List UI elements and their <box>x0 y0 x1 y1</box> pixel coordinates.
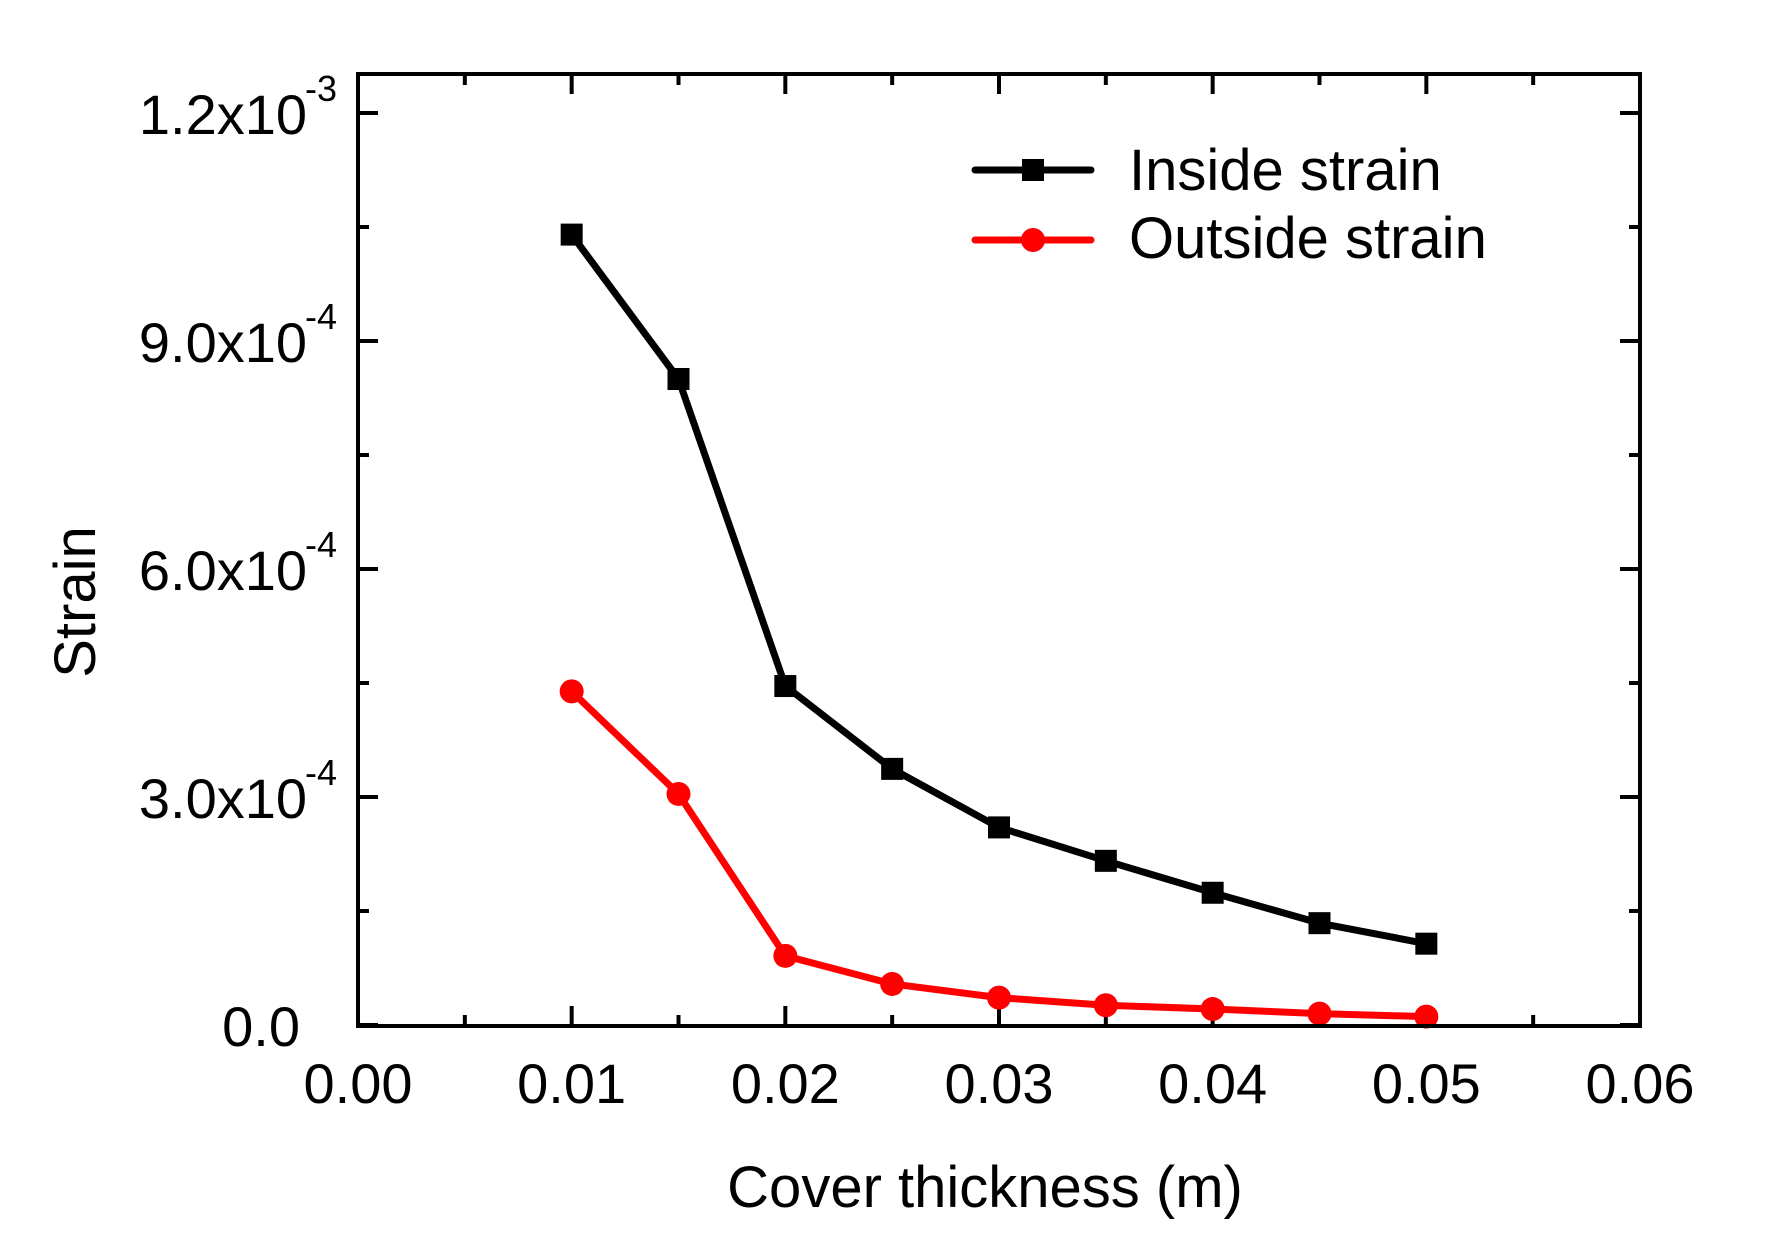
data-point-inside-strain <box>988 816 1010 839</box>
x-tick-label: 0.02 <box>731 1052 840 1115</box>
data-point-inside-strain <box>667 368 690 390</box>
y-tick-label: 1.2x10 <box>139 83 307 146</box>
y-tick-label: 3.0x10 <box>139 767 307 830</box>
legend-marker-square <box>1022 159 1044 181</box>
data-point-inside-strain <box>560 223 583 246</box>
tick-labels: 0.00 0.01 0.02 0.03 0.04 0.05 0.060.03.0x10-46… <box>139 68 1695 1115</box>
x-axis-label: Cover thickness (m) <box>727 1155 1243 1220</box>
y-tick-label: 9.0x10 <box>139 311 307 374</box>
data-point-inside-strain <box>774 675 797 698</box>
x-tick-label: 0.00 <box>304 1052 413 1115</box>
x-tick-label: 0.06 <box>1586 1052 1695 1115</box>
y-tick-exponent: -4 <box>305 296 337 337</box>
data-point-outside-strain <box>773 943 798 968</box>
data-point-inside-strain <box>1201 881 1224 904</box>
legend-label-inside: Inside strain <box>1129 138 1442 203</box>
legend-item-inside: Inside strain <box>971 138 1442 203</box>
data-point-outside-strain <box>987 985 1011 1010</box>
x-tick-label: 0.04 <box>1158 1052 1267 1115</box>
data-point-outside-strain <box>880 971 905 996</box>
data-series <box>559 223 1439 1029</box>
data-point-outside-strain <box>559 679 584 704</box>
legend: Inside strain Outside strain <box>971 138 1487 271</box>
data-point-outside-strain <box>1414 1004 1439 1029</box>
y-tick-exponent: -3 <box>305 68 337 109</box>
data-point-outside-strain <box>1093 993 1118 1018</box>
plot-frame <box>356 72 1642 1028</box>
data-point-outside-strain <box>1200 997 1225 1022</box>
data-point-inside-strain <box>881 757 904 780</box>
legend-marker-circle <box>1021 228 1045 252</box>
x-tick-label: 0.05 <box>1372 1052 1481 1115</box>
data-point-inside-strain <box>1415 932 1438 955</box>
y-axis-label: Strain <box>43 526 108 678</box>
y-tick-exponent: -4 <box>305 524 337 565</box>
x-tick-label: 0.03 <box>945 1052 1054 1115</box>
y-tick-label: 0.0 <box>222 995 300 1058</box>
data-point-outside-strain <box>1307 1001 1332 1026</box>
data-point-outside-strain <box>666 781 691 806</box>
data-point-inside-strain <box>1094 849 1117 872</box>
x-tick-label: 0.01 <box>517 1052 626 1115</box>
y-tick-label: 6.0x10 <box>139 539 307 602</box>
y-tick-exponent: -4 <box>305 752 337 793</box>
legend-label-outside: Outside strain <box>1129 206 1487 271</box>
data-point-inside-strain <box>1308 912 1331 935</box>
legend-item-outside: Outside strain <box>971 206 1487 271</box>
